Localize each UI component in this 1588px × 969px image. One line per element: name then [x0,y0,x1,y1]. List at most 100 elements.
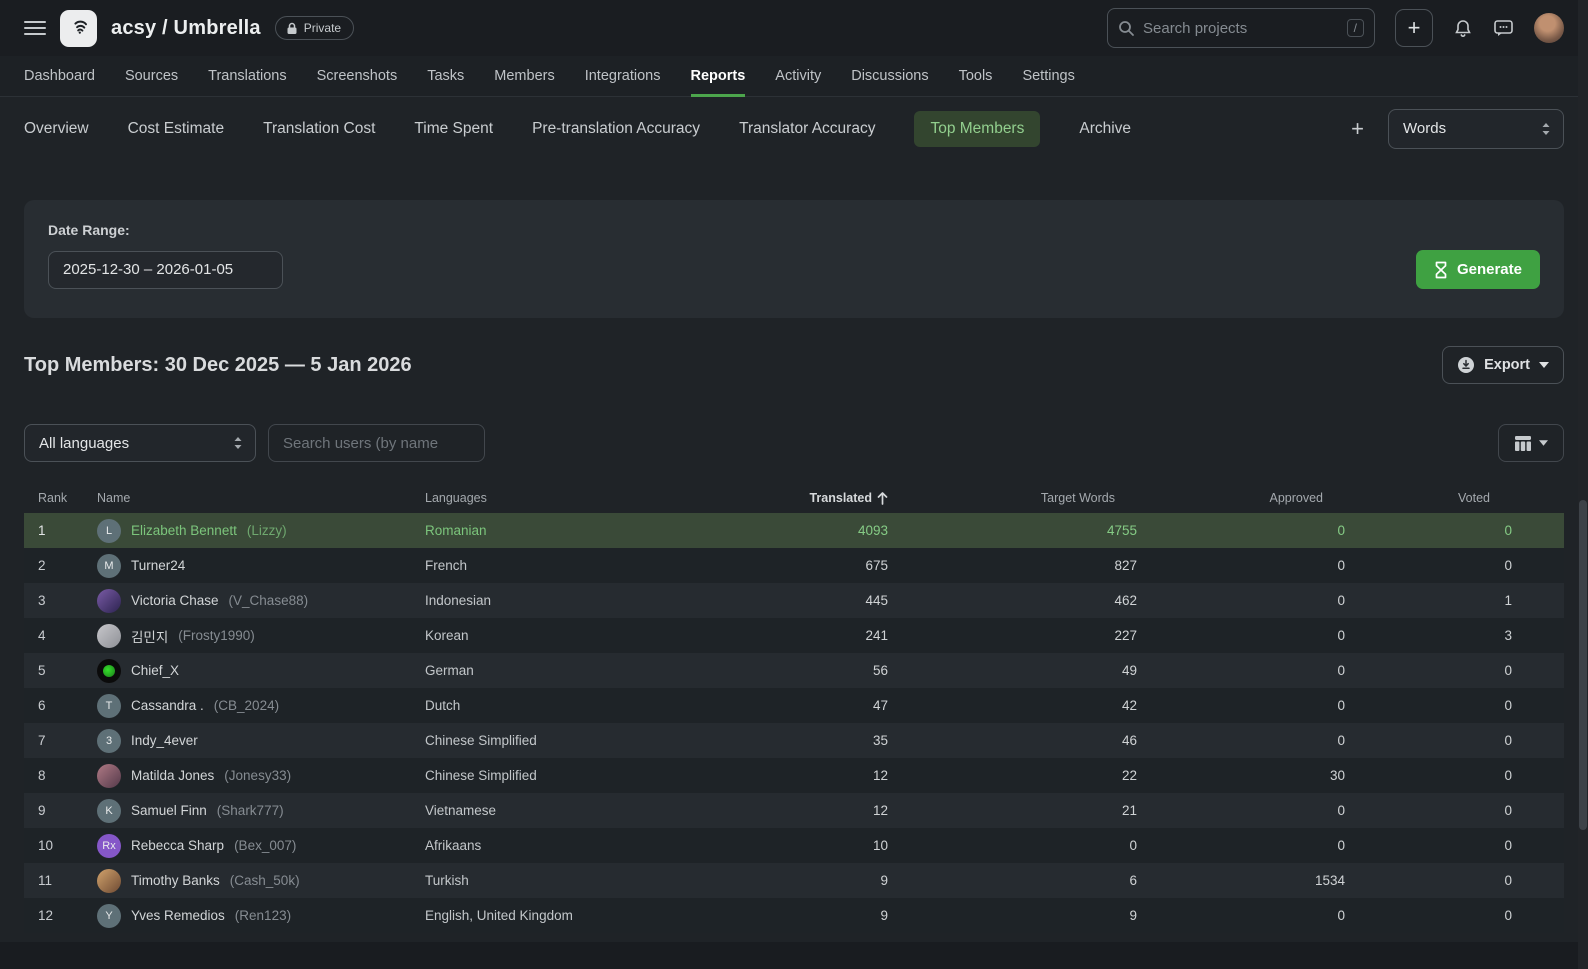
member-approved: 0 [1337,698,1345,713]
main-nav-item[interactable]: Integrations [584,68,661,84]
private-badge-label: Private [303,21,342,35]
member-target-words: 6 [1129,873,1137,888]
report-tab[interactable]: Translator Accuracy [739,119,876,137]
member-approved: 0 [1337,663,1345,678]
main-nav: Dashboard Sources Translations Screenshots T… [0,56,1588,97]
members-table: Rank Name Languages Translated Target Wo… [24,483,1564,933]
generator-panel: Date Range: Generate [24,200,1564,318]
member-languages: Turkish [425,873,469,888]
main-nav-item[interactable]: Sources [124,68,179,84]
main-nav-item[interactable]: Members [494,68,555,84]
project-logo[interactable] [60,9,97,47]
member-name-link[interactable]: Elizabeth Bennett [131,523,237,538]
export-button[interactable]: Export [1442,346,1564,384]
member-name-cell: Y Yves Remedios (Ren123) [97,903,425,928]
create-project-button[interactable]: + [1395,9,1433,47]
report-tabs-bar: Overview Cost Estimate Translation Cost Tim… [0,97,1588,160]
add-report-button[interactable]: + [1351,115,1364,141]
member-name-link[interactable]: Indy_4ever [131,733,198,748]
generate-button[interactable]: Generate [1415,250,1540,289]
member-name-link[interactable]: Timothy Banks [131,873,220,888]
search-projects-input[interactable] [1143,19,1339,37]
hamburger-menu-icon[interactable] [24,21,46,35]
member-languages: Korean [425,628,469,643]
column-header-name[interactable]: Name [97,491,131,505]
member-languages: Chinese Simplified [425,768,537,783]
search-shortcut-key: / [1346,19,1364,37]
column-header-translated[interactable]: Translated [700,491,888,505]
report-tab[interactable]: Cost Estimate [127,119,225,137]
columns-settings-button[interactable] [1498,424,1564,462]
notifications-bell-icon[interactable] [1453,18,1473,39]
member-name-link[interactable]: Yves Remedios [131,908,225,923]
column-header-rank[interactable]: Rank [38,491,68,505]
member-avatar: K [97,798,121,823]
report-tab[interactable]: Pre-translation Accuracy [532,119,701,137]
member-name-link[interactable]: Cassandra . [131,698,204,713]
table-row: 6 T Cassandra . (CB_2024) Dutch 47 42 0 … [24,688,1564,723]
member-approved: 0 [1337,593,1345,608]
member-name-link[interactable]: Matilda Jones [131,768,215,783]
member-name-link[interactable]: Samuel Finn [131,803,207,818]
user-search-input[interactable] [268,424,485,462]
main-nav-item[interactable]: Settings [1022,68,1075,84]
member-username: (Lizzy) [246,523,287,538]
report-tab[interactable]: Top Members [914,110,1041,147]
select-updown-icon [234,437,242,449]
member-rank: 12 [38,908,54,923]
member-voted: 0 [1504,733,1512,748]
member-name-link[interactable]: Rebecca Sharp [131,838,225,853]
date-range-input[interactable] [48,250,283,289]
main-nav-item[interactable]: Tools [958,68,993,84]
column-header-target-words[interactable]: Target Words [1040,491,1115,505]
report-tab[interactable]: Archive [1079,119,1132,137]
main-nav-item[interactable]: Discussions [851,68,929,84]
report-tab[interactable]: Overview [24,119,89,137]
member-name-link[interactable]: Victoria Chase [131,593,219,608]
hourglass-icon [1435,261,1447,278]
column-header-voted[interactable]: Voted [1458,491,1490,505]
scrollbar-thumb[interactable] [1579,500,1587,830]
table-row: 1 L Elizabeth Bennett (Lizzy) Romanian 4… [24,513,1564,548]
messages-chat-icon[interactable] [1493,18,1514,38]
member-username: (Frosty1990) [178,628,255,643]
language-filter-value: All languages [39,434,130,452]
member-translated: 241 [865,628,888,643]
select-updown-icon [1542,122,1550,135]
table-row: 7 3 Indy_4ever Chinese Simplified 35 46 … [24,723,1564,758]
avatar-initial: M [104,559,114,572]
table-row: 11 Timothy Banks (Cash_50k) Turkish 9 6 … [24,863,1564,898]
member-name-link[interactable]: Chief_X [131,663,180,678]
member-name-cell: T Cassandra . (CB_2024) [97,693,425,718]
report-tab[interactable]: Time Spent [414,119,494,137]
report-title: Top Members: 30 Dec 2025 — 5 Jan 2026 [24,353,412,376]
member-voted: 0 [1504,558,1512,573]
member-voted: 0 [1504,523,1512,538]
member-name-link[interactable]: Turner24 [131,558,186,573]
user-avatar[interactable] [1534,13,1564,43]
main-nav-item[interactable]: Reports [690,56,746,97]
unit-select[interactable]: Words [1388,108,1564,149]
main-nav-item[interactable]: Screenshots [316,68,398,84]
member-rank: 7 [38,733,46,748]
member-avatar: Rx [97,833,121,858]
column-header-languages[interactable]: Languages [425,491,487,505]
member-approved: 1534 [1314,873,1345,888]
table-row: 2 M Turner24 French 675 827 0 0 [24,548,1564,583]
table-row: 8 Matilda Jones (Jonesy33) Chinese Simpl… [24,758,1564,793]
member-voted: 0 [1504,698,1512,713]
column-header-approved[interactable]: Approved [1269,491,1323,505]
main-nav-item[interactable]: Activity [775,68,822,84]
language-filter-select[interactable]: All languages [24,424,256,462]
member-rank: 9 [38,803,46,818]
member-approved: 30 [1329,768,1345,783]
member-name-link[interactable]: 김민지 [131,629,169,645]
main-nav-item[interactable]: Translations [208,68,287,84]
report-tab[interactable]: Translation Cost [263,119,376,137]
main-nav-item[interactable]: Tasks [427,68,465,84]
member-languages: Romanian [425,523,487,538]
member-voted: 0 [1504,873,1512,888]
member-avatar [97,868,121,893]
member-name-cell: Timothy Banks (Cash_50k) [97,868,425,893]
main-nav-item[interactable]: Dashboard [24,68,95,84]
